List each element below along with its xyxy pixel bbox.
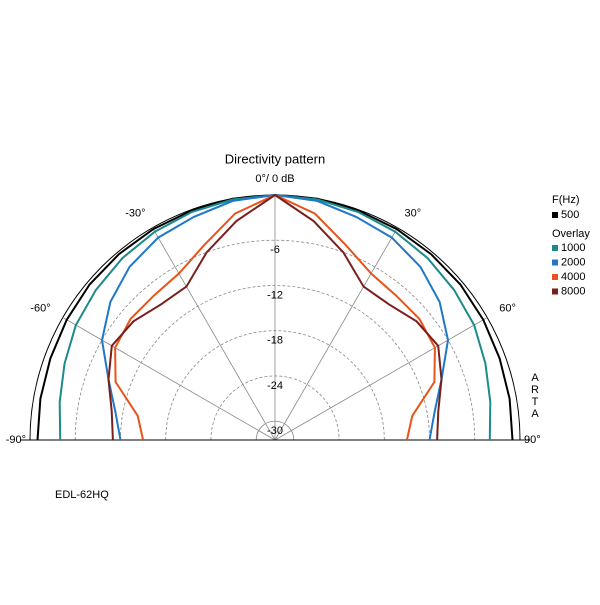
- angle-grid-line: [152, 227, 276, 441]
- legend-swatch: [552, 274, 558, 280]
- angle-tick-label: -30°: [125, 208, 145, 220]
- angle-tick-label: 0°/ 0 dB: [255, 173, 294, 185]
- legend-swatch: [552, 245, 558, 251]
- radius-grid-line: [74, 239, 476, 441]
- caption: EDL-62HQ: [55, 489, 109, 501]
- r-tick-label: -6: [270, 244, 280, 256]
- watermark-letter: T: [532, 396, 539, 408]
- r-tick-label: -18: [267, 335, 283, 347]
- legend-label: 500: [561, 209, 579, 221]
- legend-swatch: [552, 212, 558, 218]
- overlay-title: Overlay: [552, 228, 590, 240]
- radius-grid-line: [120, 285, 430, 441]
- chart-title: Directivity pattern: [225, 151, 325, 166]
- radius-grid-line: [255, 420, 295, 441]
- r-tick-label: -12: [267, 289, 283, 301]
- watermark-letter: R: [531, 384, 539, 396]
- legend-label: 2000: [561, 256, 585, 268]
- legend-swatch: [552, 288, 558, 295]
- radius-grid-line: [210, 375, 340, 441]
- series-line: [107, 193, 443, 441]
- watermark-letter: A: [531, 372, 539, 384]
- radius-grid-line: [165, 330, 385, 441]
- legend-swatch: [552, 259, 558, 266]
- angle-grid-line: [62, 317, 276, 441]
- angle-tick-label: -60°: [30, 302, 50, 314]
- angle-tick-label: 90°: [524, 434, 541, 446]
- legend-title: F(Hz): [552, 194, 580, 206]
- legend-label: 8000: [561, 285, 585, 297]
- angle-tick-label: 60°: [499, 302, 516, 314]
- angle-grid-line: [274, 227, 398, 441]
- angle-grid-line: [274, 317, 488, 441]
- r-tick-label: -24: [267, 380, 283, 392]
- legend-label: 1000: [561, 242, 585, 254]
- r-tick-label: -30: [267, 425, 283, 437]
- angle-tick-label: 30°: [405, 208, 422, 220]
- angle-tick-label: -90°: [6, 434, 26, 446]
- legend-label: 4000: [561, 271, 585, 283]
- watermark-letter: A: [531, 408, 539, 420]
